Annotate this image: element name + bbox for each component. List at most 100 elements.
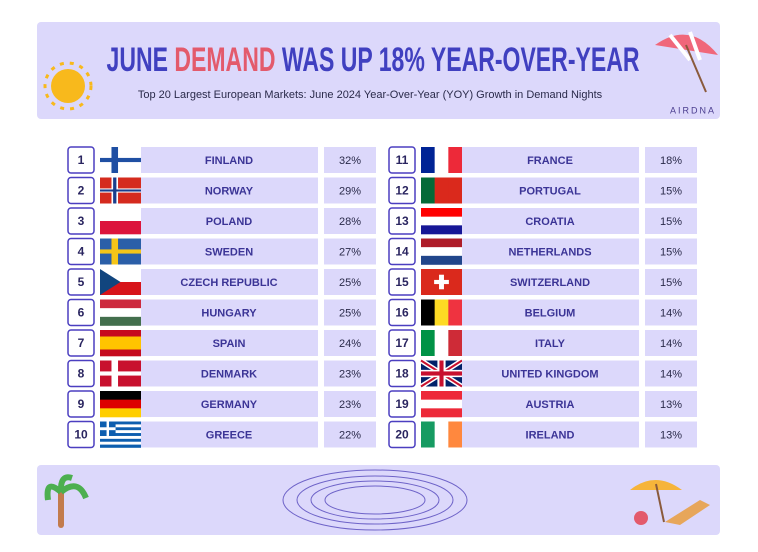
rank-badge [67, 207, 95, 235]
country: SPAIN [213, 338, 246, 350]
country-cell [462, 360, 639, 387]
table-row: 19 AUSTRIA 13% [388, 390, 697, 418]
rank-badge [67, 268, 95, 296]
rank-badge [388, 390, 416, 418]
table-row: 17 ITALY 14% [388, 329, 697, 357]
rank-badge [388, 207, 416, 235]
country-cell [462, 391, 639, 417]
table-row: 6 HUNGARY 25% [67, 298, 376, 327]
rank-badge [67, 146, 95, 174]
rank: 12 [395, 184, 409, 198]
country-cell [462, 269, 639, 295]
flag-part [421, 225, 462, 235]
table-row: 16 BELGIUM 14% [388, 298, 697, 327]
flag-part [448, 421, 463, 448]
growth: 14% [660, 338, 682, 350]
flag-part [100, 336, 141, 344]
flag-part [421, 421, 435, 448]
country: CZECH REPUBLIC [180, 277, 277, 289]
title-part: WAS UP 18% YEAR-OVER-YEAR [282, 41, 640, 79]
flag-part [421, 247, 462, 257]
rank-badge [388, 359, 416, 388]
header-panel [37, 22, 720, 119]
table-row: 10 GREECE 22% [67, 420, 376, 449]
country: AUSTRIA [526, 399, 575, 411]
rank: 19 [395, 397, 409, 411]
growth-cell [324, 177, 376, 204]
growth: 27% [339, 246, 361, 258]
rank-badge [67, 390, 95, 418]
table-row: 14 NETHERLANDS 15% [388, 237, 697, 266]
flag-part [421, 216, 462, 226]
country: HUNGARY [201, 307, 257, 319]
flag-part [100, 427, 141, 431]
rank: 10 [74, 428, 88, 442]
growth: 15% [660, 216, 682, 228]
country-cell [141, 147, 318, 173]
growth-cell [324, 421, 376, 448]
wave-pattern [282, 469, 468, 531]
flag-part [421, 330, 435, 356]
umbrella-icon [655, 31, 718, 93]
flag-part [100, 408, 141, 418]
flag-part [100, 399, 141, 409]
country: SWEDEN [205, 246, 253, 258]
flag-part [100, 299, 141, 309]
rank: 20 [395, 428, 409, 442]
table-row: 20 IRELAND 13% [388, 420, 697, 449]
flag-part [100, 343, 141, 350]
growth: 13% [660, 399, 682, 411]
growth: 22% [339, 429, 361, 441]
flag-part [421, 255, 462, 265]
flag-part [100, 435, 141, 440]
rank-badge [388, 146, 416, 174]
sun-icon [43, 61, 93, 111]
flag-part [100, 433, 141, 437]
growth-cell [645, 421, 697, 448]
rank-badge [67, 176, 95, 205]
growth: 14% [660, 307, 682, 319]
growth-cell [645, 269, 697, 295]
flag-part [434, 279, 449, 285]
growth-cell [324, 238, 376, 265]
rank: 16 [395, 306, 409, 320]
flag-part [421, 147, 435, 173]
rank: 7 [78, 336, 85, 350]
growth: 15% [660, 185, 682, 197]
table-row: 9 GERMANY 23% [67, 390, 376, 418]
table-row: 13 CROATIA 15% [388, 207, 697, 235]
table-row: 3 POLAND 28% [67, 207, 376, 235]
country: FINLAND [205, 155, 253, 167]
country: IRELAND [526, 429, 575, 441]
flag-part [421, 238, 462, 248]
flag-part [421, 391, 462, 400]
flag-part [100, 424, 141, 428]
flag-part [434, 177, 449, 204]
growth-cell [324, 269, 376, 295]
country: ITALY [535, 338, 566, 350]
table-row: 15 SWITZERLAND 15% [388, 268, 697, 296]
rank: 1 [78, 153, 85, 167]
country: FRANCE [527, 155, 573, 167]
rank: 9 [78, 397, 85, 411]
table-row: 1 FINLAND 32% [67, 146, 376, 174]
country-cell [462, 177, 639, 204]
flag-part [448, 330, 463, 356]
rank: 11 [396, 153, 409, 167]
footer-panel [37, 465, 720, 535]
country-cell [462, 299, 639, 326]
growth: 15% [660, 277, 682, 289]
growth-cell [645, 360, 697, 387]
flag-part [100, 157, 141, 163]
growth: 13% [660, 429, 682, 441]
rank-badge [388, 298, 416, 327]
country-cell [141, 299, 318, 326]
country: UNITED KINGDOM [501, 368, 598, 380]
flag-part [421, 299, 435, 326]
country-cell [141, 238, 318, 265]
rank-badge [67, 237, 95, 266]
country: POLAND [206, 216, 253, 228]
growth-cell [645, 330, 697, 356]
growth: 24% [339, 338, 361, 350]
